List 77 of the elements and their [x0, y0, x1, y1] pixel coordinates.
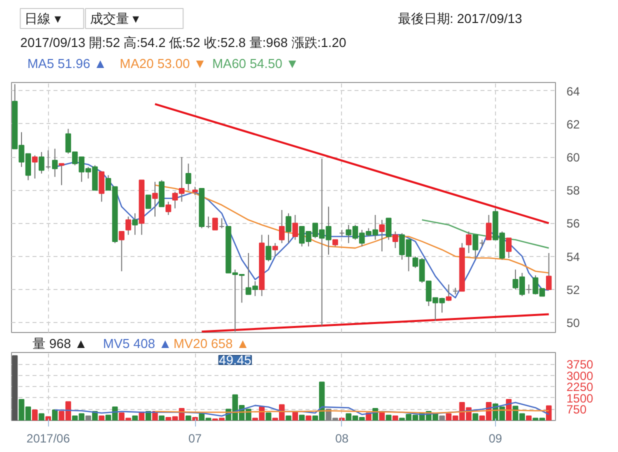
- bar: [132, 415, 138, 420]
- x-tick-label: 08: [335, 432, 349, 446]
- annotation: 49.45: [218, 352, 252, 368]
- candlestick: [132, 212, 138, 236]
- candlestick: [379, 219, 385, 252]
- candlestick: [386, 218, 392, 240]
- text: MV20 658 ▲: [173, 336, 250, 351]
- line-series: [54, 402, 550, 417]
- text: MA5 51.96 ▲: [27, 56, 107, 71]
- y-tick-label: 50: [566, 316, 580, 330]
- bar: [386, 414, 392, 420]
- candlestick: [98, 171, 104, 202]
- y-tick-label: 64: [566, 84, 580, 98]
- candlestick: [45, 150, 52, 170]
- candlestick: [466, 231, 472, 254]
- candlestick: [58, 163, 64, 186]
- candlestick: [146, 194, 152, 209]
- y-tick-label: 52: [566, 282, 580, 297]
- bar: [306, 415, 312, 420]
- candlestick: [266, 234, 272, 262]
- bar: [12, 355, 18, 420]
- bar: [526, 415, 532, 420]
- candlestick: [278, 209, 285, 244]
- y-tick-label: 58: [566, 184, 580, 198]
- text: 日線 ▾: [24, 11, 62, 26]
- candlestick: [186, 163, 192, 191]
- candlestick: [286, 212, 292, 244]
- candlestick: [546, 252, 552, 290]
- candlestick: [212, 218, 218, 230]
- candlestick: [206, 216, 212, 229]
- x-tick-label: 09: [488, 432, 502, 446]
- x-tick-label: 2017/06: [26, 432, 70, 446]
- bar: [32, 409, 38, 420]
- candlestick: [272, 242, 278, 257]
- y-tick-label: 56: [566, 216, 580, 231]
- candlestick: [446, 284, 452, 302]
- candlestick: [152, 181, 158, 218]
- candlestick: [506, 238, 512, 258]
- series-label: 量 968 ▲: [32, 336, 88, 351]
- bar: [439, 415, 445, 420]
- bar: [186, 415, 192, 420]
- candlestick: [218, 218, 225, 229]
- text: 成交量 ▾: [90, 11, 140, 26]
- text: MA20 53.00 ▼: [120, 56, 206, 71]
- chart-title: 最後日期: 2017/09/13: [398, 11, 522, 26]
- candlestick: [32, 154, 38, 180]
- bar: [266, 412, 272, 420]
- bar: [85, 415, 92, 420]
- bar: [292, 412, 298, 420]
- text: MV5 408 ▲: [103, 336, 172, 351]
- bar: [286, 415, 292, 420]
- bar: [392, 415, 398, 420]
- bar: [339, 418, 345, 420]
- line-series: [421, 219, 550, 249]
- candlestick: [118, 231, 124, 272]
- bar: [38, 413, 44, 420]
- bar: [472, 413, 478, 420]
- x-tick-label: 07: [188, 432, 202, 446]
- candlestick: [125, 216, 132, 236]
- y-tick-label: 60: [566, 150, 580, 165]
- bar: [299, 414, 305, 420]
- line-series: [154, 184, 550, 274]
- bar: [52, 409, 58, 420]
- text: MA60 54.50 ▼: [212, 56, 299, 71]
- candlestick: [392, 231, 398, 249]
- bar: [158, 415, 165, 420]
- candlestick: [486, 214, 492, 240]
- y-tick-label: 62: [566, 117, 580, 132]
- candlestick: [292, 214, 298, 240]
- bar: [45, 416, 52, 420]
- y-tick-label: 54: [566, 250, 580, 264]
- chart-subtitle: 2017/09/13 開:52 高:54.2 低:52 收:52.8 量:968 漲跌:1.20: [20, 35, 346, 50]
- bar: [192, 416, 198, 420]
- candlestick: [526, 284, 532, 294]
- candlestick: [166, 201, 172, 216]
- bar: [98, 415, 104, 420]
- y-tick-label: 750: [566, 402, 587, 417]
